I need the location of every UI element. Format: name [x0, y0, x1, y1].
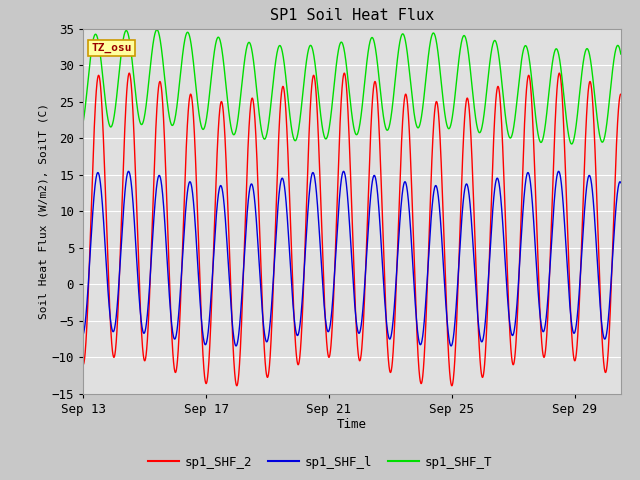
- Text: TZ_osu: TZ_osu: [92, 43, 132, 53]
- sp1_SHF_2: [79, 362, 87, 368]
- sp1_SHF_l: [285, 246, 293, 252]
- Y-axis label: Soil Heat Flux (W/m2), SoilT (C): Soil Heat Flux (W/m2), SoilT (C): [39, 103, 49, 319]
- sp1_SHF_l: [447, 343, 455, 349]
- sp1_SHF_T: [173, 106, 180, 111]
- sp1_SHF_2: [141, 358, 148, 364]
- sp1_SHF_T: [153, 27, 161, 33]
- sp1_SHF_l: [555, 168, 563, 174]
- sp1_SHF_T: [309, 48, 317, 53]
- sp1_SHF_l: [548, 223, 556, 229]
- sp1_SHF_l: [141, 330, 148, 336]
- sp1_SHF_2: [233, 383, 241, 389]
- sp1_SHF_2: [173, 366, 180, 372]
- X-axis label: Time: Time: [337, 419, 367, 432]
- sp1_SHF_2: [617, 91, 625, 97]
- sp1_SHF_2: [286, 198, 294, 204]
- sp1_SHF_2: [309, 73, 317, 79]
- sp1_SHF_T: [568, 141, 575, 147]
- sp1_SHF_T: [141, 113, 148, 119]
- Line: sp1_SHF_T: sp1_SHF_T: [83, 30, 621, 144]
- sp1_SHF_l: [309, 170, 317, 176]
- sp1_SHF_l: [173, 331, 180, 337]
- sp1_SHF_l: [79, 332, 87, 337]
- Title: SP1 Soil Heat Flux: SP1 Soil Heat Flux: [270, 9, 434, 24]
- sp1_SHF_T: [285, 109, 293, 115]
- Legend: sp1_SHF_2, sp1_SHF_l, sp1_SHF_T: sp1_SHF_2, sp1_SHF_l, sp1_SHF_T: [143, 451, 497, 474]
- sp1_SHF_2: [607, 300, 614, 306]
- sp1_SHF_l: [607, 286, 614, 292]
- sp1_SHF_2: [549, 183, 557, 189]
- Line: sp1_SHF_l: sp1_SHF_l: [83, 171, 621, 346]
- sp1_SHF_2: [125, 70, 133, 76]
- sp1_SHF_T: [607, 86, 614, 92]
- sp1_SHF_T: [617, 51, 625, 57]
- sp1_SHF_T: [79, 119, 87, 125]
- sp1_SHF_T: [548, 59, 556, 65]
- sp1_SHF_l: [617, 180, 625, 186]
- Line: sp1_SHF_2: sp1_SHF_2: [83, 73, 621, 386]
